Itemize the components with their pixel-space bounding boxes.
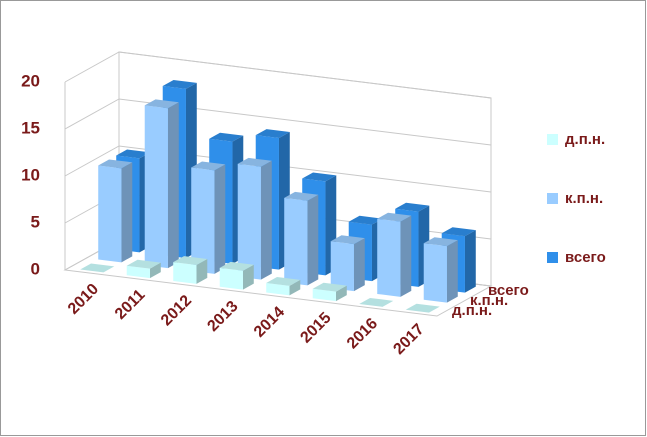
depth-label: к.п.н. (470, 292, 508, 309)
bar-side (307, 194, 319, 286)
bar-front (98, 165, 122, 263)
bar (266, 277, 301, 296)
bar (144, 99, 179, 269)
legend-swatch (547, 193, 558, 204)
bar-top (191, 161, 226, 171)
legend-swatch (547, 252, 558, 263)
bar-front (126, 265, 150, 279)
bar-side (149, 262, 161, 279)
bar-top (302, 172, 337, 182)
bar-top (80, 263, 115, 273)
y-tick-label: 10 (21, 165, 40, 184)
bar-side (167, 102, 179, 269)
bar-front (144, 105, 168, 269)
bar-top (162, 79, 197, 89)
bar (126, 259, 161, 279)
bar-side (196, 259, 208, 284)
bar-top (359, 297, 394, 307)
bar-side (289, 279, 301, 296)
bar-front (377, 218, 401, 297)
bar-side (242, 264, 254, 290)
bar-top (284, 191, 319, 201)
bar-top (441, 227, 476, 237)
bar (98, 159, 133, 263)
bar (237, 157, 272, 280)
bar-top (348, 215, 383, 225)
bar-top (116, 149, 151, 159)
bar-top (377, 212, 412, 222)
bar-top (330, 235, 365, 245)
bar-side (464, 230, 476, 293)
legend-swatch (547, 134, 558, 145)
bar-side (121, 162, 133, 263)
bar-front (330, 241, 354, 292)
depth-label: всего (488, 282, 529, 299)
bar-top (423, 237, 458, 247)
bar-top (395, 202, 430, 212)
grid-line (64, 51, 492, 99)
grid-line (64, 145, 492, 193)
bar-top (312, 282, 347, 292)
bar-side (335, 285, 347, 302)
bar-top (126, 259, 161, 269)
bar (284, 191, 319, 286)
legend-label: к.п.н. (565, 190, 603, 207)
bar-top (405, 303, 440, 313)
bar-side (214, 164, 226, 274)
bar-top (266, 277, 301, 286)
bar-top (173, 256, 208, 266)
bar (423, 237, 458, 303)
bar (405, 303, 440, 313)
y-tick-label: 20 (21, 71, 40, 90)
bar-front (266, 283, 290, 296)
bar (330, 235, 365, 292)
bar-top (237, 157, 272, 167)
bar-side (446, 240, 458, 303)
depth-label: д.п.н. (452, 302, 492, 319)
bar (191, 161, 226, 274)
bar (377, 212, 412, 297)
bar-front (191, 167, 215, 274)
bar (219, 261, 254, 290)
bar-front (237, 163, 261, 280)
bar-front (312, 288, 336, 302)
bar-side (260, 160, 272, 280)
grid-line (64, 98, 492, 146)
bar-front (423, 243, 447, 303)
bar-front (284, 197, 308, 286)
legend-label: всего (565, 249, 606, 266)
y-tick-label: 0 (31, 259, 40, 278)
bar-top (209, 132, 244, 142)
bar (80, 263, 115, 273)
bar-top (98, 159, 133, 169)
bar-side (353, 238, 365, 292)
y-tick-label: 15 (21, 118, 40, 137)
bar-top (255, 129, 290, 138)
bar-top (144, 99, 179, 109)
bar (312, 282, 347, 302)
bar (359, 297, 394, 307)
bar-top (219, 261, 254, 271)
y-tick-label: 5 (31, 212, 40, 231)
bar-side (400, 215, 412, 297)
bar (173, 256, 208, 284)
legend-label: д.п.н. (565, 131, 605, 148)
bar-front (173, 262, 197, 284)
bar-front (219, 267, 243, 290)
